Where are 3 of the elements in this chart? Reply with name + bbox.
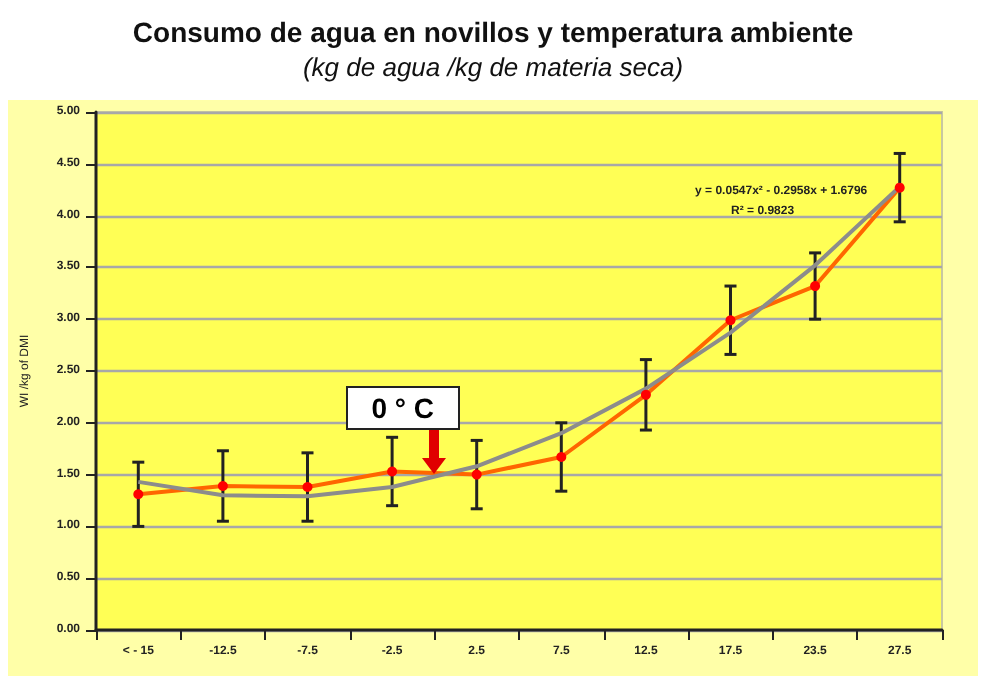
chart-subtitle: (kg de agua /kg de materia seca): [302, 52, 684, 82]
chart-title: Consumo de agua en novillos y temperatura ambiente: [132, 16, 854, 48]
annotation: 0 ° C: [345, 385, 460, 430]
